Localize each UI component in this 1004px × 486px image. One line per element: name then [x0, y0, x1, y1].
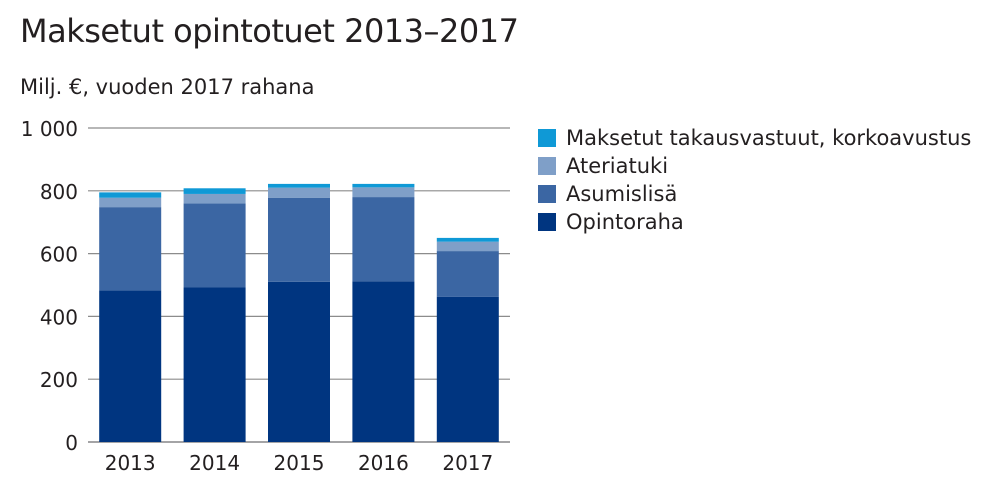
y-tick-label: 800	[40, 180, 78, 204]
legend-item-ateriatuki: Ateriatuki	[538, 152, 971, 180]
x-tick-label: 2014	[189, 451, 240, 475]
legend-item-opintoraha: Opintoraha	[538, 208, 971, 236]
bar-segment	[352, 183, 415, 188]
y-tick-label: 0	[65, 431, 78, 455]
bar-segment	[436, 237, 499, 242]
bar-stacks	[99, 183, 499, 442]
y-axis-tick-labels: 0 200 400 600 800 1 000	[21, 117, 78, 455]
bar-segment	[268, 183, 330, 188]
bar-segment	[268, 281, 330, 442]
bar-segment	[352, 197, 415, 282]
bar-segment	[436, 251, 499, 297]
x-tick-label: 2016	[358, 451, 409, 475]
bar-segment	[183, 203, 246, 288]
bar-segment	[99, 290, 162, 442]
x-tick-label: 2015	[274, 451, 325, 475]
bar-segment	[268, 197, 330, 282]
y-tick-label: 600	[40, 243, 78, 267]
legend-item-takausvastuut: Maksetut takausvastuut, korkoavustus	[538, 124, 971, 152]
x-tick-label: 2013	[105, 451, 156, 475]
bar-segment	[183, 287, 246, 442]
bar-segment	[99, 197, 162, 208]
legend: Maksetut takausvastuut, korkoavustus Ate…	[538, 124, 971, 236]
y-tick-label: 200	[40, 368, 78, 392]
bar-segment	[268, 187, 330, 198]
bar-segment	[99, 192, 162, 198]
bar-segment	[183, 188, 246, 194]
legend-swatch	[538, 157, 556, 175]
legend-swatch	[538, 185, 556, 203]
y-tick-label: 1 000	[21, 117, 78, 141]
bar-segment	[436, 241, 499, 252]
legend-label: Maksetut takausvastuut, korkoavustus	[566, 126, 972, 150]
bar-segment	[183, 193, 246, 204]
legend-label: Ateriatuki	[566, 154, 669, 178]
legend-item-asumislisa: Asumislisä	[538, 180, 971, 208]
bar-segment	[99, 207, 162, 291]
bar-segment	[352, 187, 415, 198]
legend-swatch	[538, 129, 556, 147]
legend-label: Opintoraha	[566, 210, 684, 234]
x-axis-tick-labels: 2013 2014 2015 2016 2017	[105, 451, 494, 475]
legend-label: Asumislisä	[566, 182, 678, 206]
bar-segment	[436, 296, 499, 442]
x-tick-label: 2017	[442, 451, 493, 475]
chart-subtitle: Milj. €, vuoden 2017 rahana	[20, 75, 315, 99]
legend-swatch	[538, 213, 556, 231]
y-tick-label: 400	[40, 305, 78, 329]
chart-title: Maksetut opintotuet 2013–2017	[20, 12, 519, 50]
bar-segment	[352, 281, 415, 442]
